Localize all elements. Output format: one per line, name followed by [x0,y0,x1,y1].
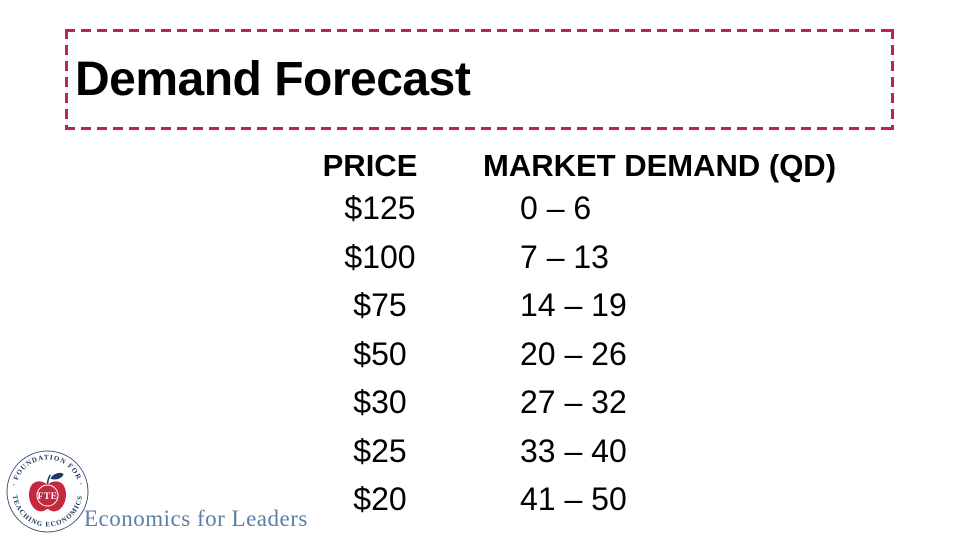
demand-cell: 27 – 32 [520,384,627,420]
price-cell: $25 [353,432,407,469]
column-header-price: PRICE [322,148,418,183]
title-frame: Demand Forecast [65,29,894,130]
table-row: $100 7 – 13 [300,233,880,282]
price-cell: $75 [353,287,407,323]
apple-icon [28,481,67,512]
table-row: $20 41 – 50 [300,475,880,524]
column-header-market-demand: MARKET DEMAND (QD) [483,148,837,183]
demand-cell: 0 – 6 [520,190,592,226]
table-row: $30 27 – 32 [300,378,880,427]
price-cell: $30 [353,384,407,420]
demand-table: PRICE MARKET DEMAND (QD) $125 0 – 6 $100… [300,148,880,524]
table-row: $25 33 – 40 [300,427,880,476]
price-cell: $125 [344,190,416,226]
table-header-row: PRICE MARKET DEMAND (QD) [300,148,880,184]
fte-seal-logo-icon: · FOUNDATION FOR · TEACHING ECONOMICS FT… [6,450,89,533]
table-row: $75 14 – 19 [300,281,880,330]
price-cell: $100 [344,238,416,275]
apple-leaf-icon [50,472,64,480]
demand-cell: 41 – 50 [520,481,627,517]
logo-tagline: Economics for Leaders [84,506,308,531]
demand-cell: 20 – 26 [520,335,627,372]
seal-monogram: FTE [38,492,58,502]
table-row: $50 20 – 26 [300,330,880,379]
table-row: $125 0 – 6 [300,184,880,233]
demand-cell: 7 – 13 [520,238,609,275]
demand-cell: 33 – 40 [520,432,627,469]
demand-cell: 14 – 19 [520,287,627,323]
apple-stem-icon [46,474,51,485]
seal-outer-ring [6,450,89,533]
price-cell: $20 [353,481,407,517]
price-cell: $50 [353,335,407,372]
monogram-ring [36,484,59,507]
page-title: Demand Forecast [75,53,471,106]
